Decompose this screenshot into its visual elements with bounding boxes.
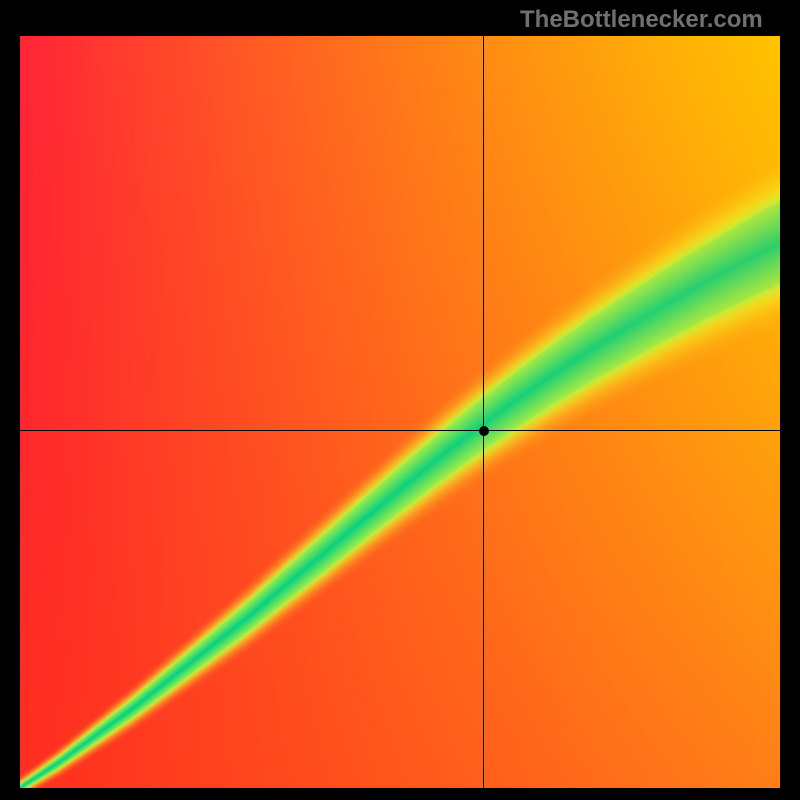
crosshair-marker <box>479 426 489 436</box>
crosshair-vertical <box>483 36 484 788</box>
heatmap-canvas <box>20 36 780 788</box>
watermark-text: TheBottlenecker.com <box>520 6 763 34</box>
crosshair-horizontal <box>20 430 780 431</box>
heatmap-plot <box>20 36 780 788</box>
